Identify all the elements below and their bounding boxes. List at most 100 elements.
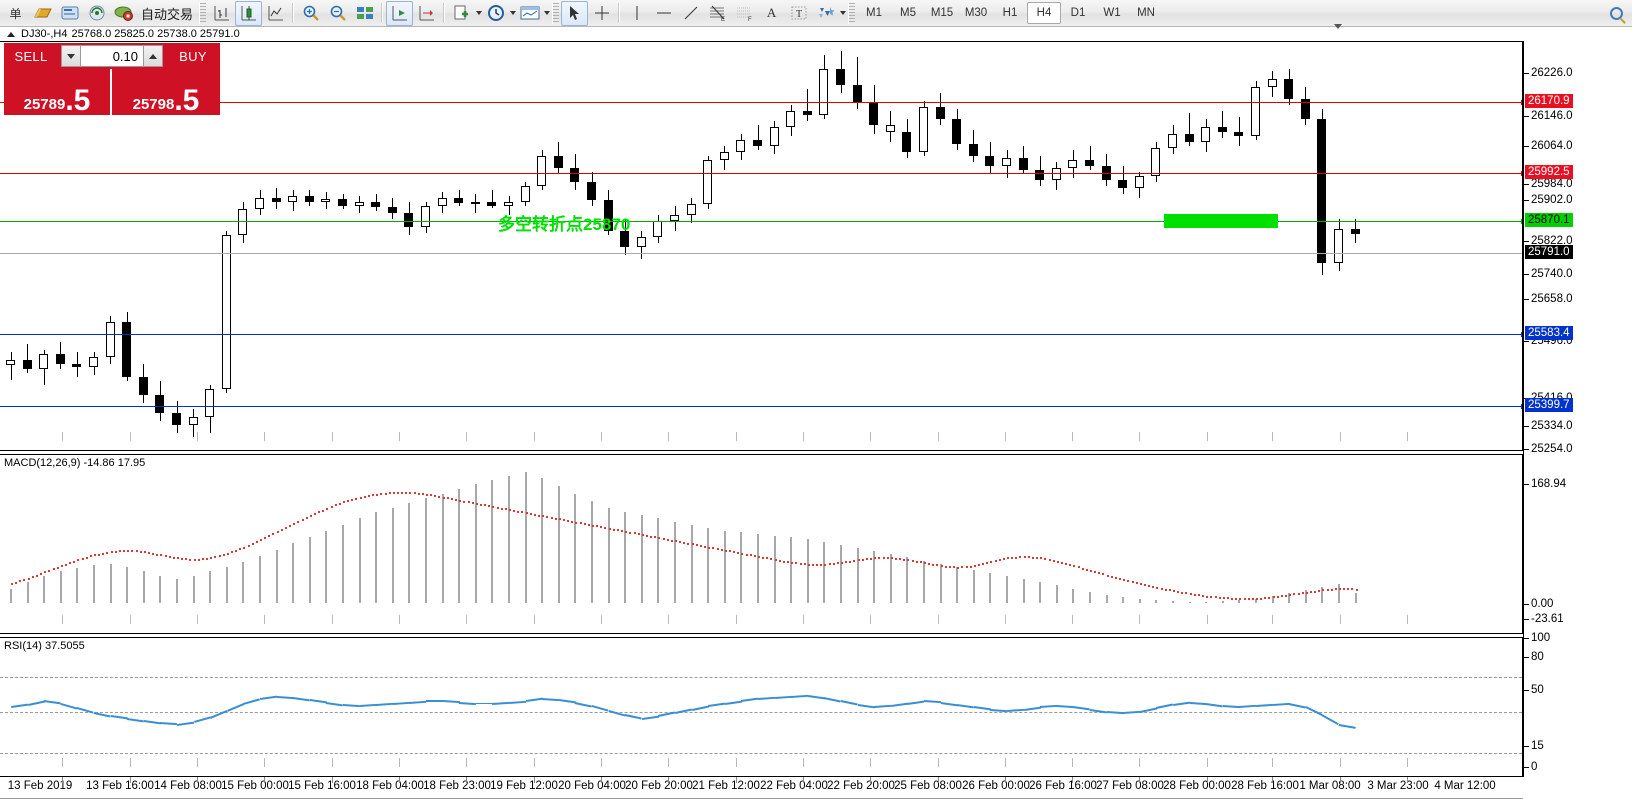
timeframe-m15[interactable]: M15	[930, 7, 954, 19]
timeframe-d1[interactable]: D1	[1070, 7, 1086, 19]
price-axis-tag-red[interactable]: 25992.5	[1525, 165, 1573, 179]
fibonacci-fan-icon[interactable]: F	[731, 1, 758, 26]
timeframe-h4[interactable]: H4	[1027, 2, 1062, 24]
level-line-resistance-1[interactable]	[0, 171, 1522, 176]
candle-body	[769, 127, 779, 146]
zoom-out-icon[interactable]	[324, 1, 351, 26]
indicator-icon[interactable]	[516, 1, 543, 26]
volume-dropdown-button[interactable]	[61, 45, 81, 67]
indicators-dropdown[interactable]	[516, 1, 551, 26]
chart-annotation-text[interactable]: 多空转折点25870	[498, 215, 631, 234]
time-axis-separator	[1207, 777, 1208, 783]
candlestick-chart-icon[interactable]	[235, 0, 263, 26]
zoom-in-icon[interactable]	[297, 1, 324, 26]
shapes-icon[interactable]	[812, 1, 839, 26]
bar-chart-icon[interactable]	[208, 1, 235, 26]
data-window-icon[interactable]	[56, 1, 83, 26]
candle-body	[89, 357, 98, 367]
level-line-pivot[interactable]	[0, 219, 1522, 224]
collapse-icon[interactable]	[1334, 24, 1342, 41]
tile-windows-icon[interactable]	[351, 1, 378, 26]
level-handle[interactable]	[1521, 332, 1522, 337]
chart-window[interactable]: DJ30-,H4 25768.0 25825.0 25738.0 25791.0…	[0, 24, 1632, 799]
signals-icon[interactable]	[83, 1, 110, 26]
volume-control[interactable]: 0.10	[58, 43, 166, 69]
chevron-down-icon[interactable]	[840, 11, 847, 15]
price-axis-tag-blue[interactable]: 25583.4	[1525, 326, 1573, 340]
timeframe-w1[interactable]: W1	[1103, 7, 1121, 19]
period-separator-dropdown[interactable]	[482, 1, 517, 26]
macd-signal-point	[641, 534, 644, 537]
candle-body	[736, 139, 746, 152]
macd-histogram-bar	[640, 515, 643, 603]
fibonacci-icon[interactable]: E	[704, 1, 731, 26]
chevron-down-icon[interactable]	[544, 11, 551, 15]
macd-histogram-bar	[259, 555, 261, 603]
new-order-icon[interactable]: 单	[9, 6, 22, 21]
price-pane[interactable]: 多空转折点25870	[0, 41, 1523, 451]
time-axis[interactable]: 13 Feb 2019 13 Feb 16:00 14 Feb 08:00 15 Fe…	[0, 777, 1523, 799]
search-icon[interactable]	[1603, 1, 1630, 26]
volume-spinner-up[interactable]	[143, 45, 163, 67]
level-line-last-price[interactable]	[0, 253, 1522, 254]
macd-signal-point	[820, 563, 823, 566]
chevron-down-icon[interactable]	[476, 11, 483, 15]
sell-button[interactable]: 25789 .5	[4, 69, 112, 115]
auto-trading-label[interactable]: 自动交易	[141, 6, 194, 22]
period-separator-icon[interactable]	[482, 1, 509, 26]
price-axis-label: 25334.0	[1531, 420, 1573, 432]
price-axis-tag-black[interactable]: 25791.0	[1525, 245, 1573, 259]
gold-bar-icon[interactable]	[29, 1, 56, 26]
level-line-resistance-2[interactable]	[0, 100, 1522, 105]
toolbar-grip-1[interactable]	[199, 2, 207, 24]
vertical-line-icon[interactable]	[623, 1, 650, 26]
rsi-pane[interactable]: RSI(14) 37.5055	[0, 637, 1523, 777]
candle-body	[620, 230, 630, 247]
chart-shift-icon[interactable]	[413, 1, 440, 26]
buy-button[interactable]: 25798 .5	[112, 69, 220, 115]
toolbar-grip-3[interactable]	[848, 2, 856, 24]
horizontal-line-icon[interactable]	[650, 1, 677, 26]
rsi-line-segment	[840, 700, 858, 706]
macd-signal-point	[247, 544, 250, 547]
level-line-support-1[interactable]	[0, 332, 1522, 337]
timeframe-mn[interactable]: MN	[1137, 7, 1155, 19]
level-handle[interactable]	[1521, 171, 1522, 176]
period-tick	[197, 615, 198, 624]
price-axis[interactable]: 26226.0 26146.0 26064.0 25984.0 25902.0 25822…	[1523, 41, 1632, 777]
period-tick	[197, 758, 198, 767]
cursor-icon[interactable]	[561, 0, 589, 26]
level-handle[interactable]	[1521, 100, 1522, 105]
timeframe-m30[interactable]: M30	[964, 7, 988, 19]
shapes-dropdown[interactable]	[812, 1, 847, 26]
level-handle[interactable]	[1521, 404, 1522, 409]
macd-signal-point	[363, 495, 366, 498]
price-axis-tag-red[interactable]: 26170.9	[1525, 94, 1573, 108]
highlight-rectangle[interactable]	[1164, 214, 1278, 228]
chevron-down-icon[interactable]	[510, 11, 517, 15]
text-icon[interactable]: A	[766, 5, 777, 20]
candle-body	[72, 364, 82, 367]
crosshair-icon[interactable]	[588, 1, 615, 26]
price-axis-tag-green[interactable]: 25870.1	[1525, 213, 1573, 227]
price-axis-tag-blue[interactable]: 25399.7	[1525, 398, 1573, 412]
auto-scroll-icon[interactable]	[386, 0, 414, 26]
trendline-icon[interactable]	[677, 1, 704, 26]
level-handle[interactable]	[1521, 219, 1522, 224]
line-chart-icon[interactable]	[262, 1, 289, 26]
macd-signal-point	[1106, 574, 1109, 577]
templates-dropdown[interactable]	[448, 1, 483, 26]
toolbar-grip-2[interactable]	[552, 2, 560, 24]
auto-trading-icon[interactable]	[110, 1, 137, 26]
add-template-icon[interactable]	[448, 1, 475, 26]
text-label-icon[interactable]: T	[785, 1, 812, 26]
volume-input[interactable]: 0.10	[81, 45, 143, 67]
timeframe-h1[interactable]: H1	[1002, 7, 1018, 19]
timeframe-m1[interactable]: M1	[866, 7, 882, 19]
expand-icon[interactable]	[7, 31, 15, 37]
macd-signal-point	[824, 563, 827, 566]
one-click-trading-panel[interactable]: SELL 0.10 BUY 25789 .5 25798 .5	[4, 43, 220, 115]
level-line-support-2[interactable]	[0, 404, 1522, 409]
timeframe-m5[interactable]: M5	[900, 7, 916, 19]
macd-pane[interactable]: MACD(12,26,9) -14.86 17.95	[0, 454, 1523, 634]
